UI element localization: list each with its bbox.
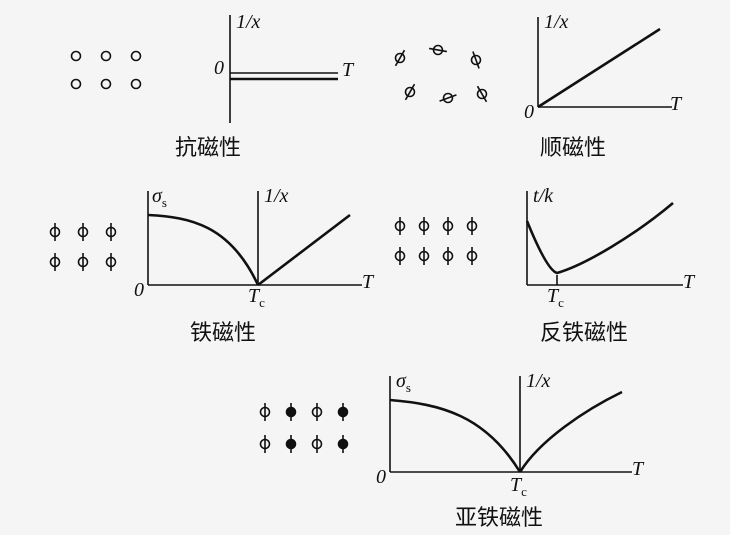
dia-y-label: 1/x [236, 11, 260, 34]
ferro-tc-label: Tc [248, 285, 265, 311]
ferro-caption: 铁磁性 [190, 315, 256, 347]
ferri-left-label: σs [396, 370, 411, 396]
diamagnetic-spin-group [70, 50, 150, 100]
ferri-tc-label: Tc [510, 474, 527, 500]
antiferro-x-label: T [683, 271, 694, 294]
ferri-spin-group [255, 398, 355, 460]
paramagnetic-plot: 1/x 0 T [520, 15, 680, 125]
antiferro-caption: 反铁磁性 [540, 315, 628, 347]
dia-origin-label: 0 [214, 57, 224, 80]
antiferro-plot: t/k Tc T [505, 185, 690, 305]
ferri-x-label: T [632, 458, 643, 481]
figure-stage: { "meta": { "width": 730, "height": 535,… [0, 0, 730, 535]
diamagnetic-caption: 抗磁性 [175, 130, 241, 162]
paramagnetic-caption: 顺磁性 [540, 130, 606, 162]
ferro-x-label: T [362, 271, 373, 294]
antiferro-spin-group [390, 212, 490, 272]
para-x-label: T [670, 93, 681, 116]
ferro-origin-label: 0 [134, 279, 144, 302]
para-y-label: 1/x [544, 11, 568, 34]
ferri-origin-label: 0 [376, 466, 386, 489]
antiferro-tc-label: Tc [547, 285, 564, 311]
ferri-right-label: 1/x [526, 370, 550, 393]
ferro-right-label: 1/x [264, 185, 288, 208]
antiferro-y-label: t/k [533, 185, 553, 208]
diamagnetic-plot: 1/x 0 T [210, 15, 350, 125]
para-origin-label: 0 [524, 101, 534, 124]
ferro-plot: σs 1/x 0 Tc T [130, 185, 370, 305]
paramagnetic-spin-group [390, 38, 500, 113]
dia-x-label: T [342, 59, 353, 82]
ferro-spin-group [45, 218, 125, 278]
ferri-caption: 亚铁磁性 [455, 500, 543, 532]
ferro-left-label: σs [152, 185, 167, 211]
ferri-plot: σs 1/x 0 Tc T [370, 370, 640, 498]
